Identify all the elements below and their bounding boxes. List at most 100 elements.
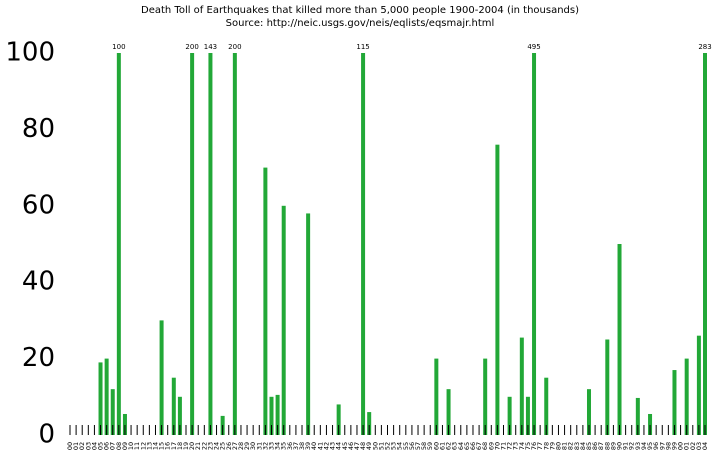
x-tick-label: 99 <box>670 442 678 450</box>
x-tick-label: 55 <box>402 442 410 450</box>
bar <box>263 167 268 435</box>
bar <box>104 358 109 435</box>
x-tick-label: 56 <box>408 442 416 450</box>
x-tick-label: 80 <box>554 442 562 450</box>
x-tick-label: 78 <box>542 442 550 450</box>
x-tick-label: 19 <box>182 442 190 450</box>
x-tick-label: 51 <box>377 442 385 450</box>
value-label: 115 <box>356 43 369 51</box>
x-tick-label: 75 <box>524 442 532 450</box>
bar <box>544 377 549 435</box>
x-tick-label: 21 <box>194 442 202 450</box>
x-tick-label: 25 <box>219 442 227 450</box>
x-tick-label: 96 <box>652 442 660 450</box>
x-tick-label: 83 <box>573 442 581 450</box>
x-tick-label: 32 <box>261 442 269 450</box>
bar <box>336 404 341 435</box>
bar <box>532 53 537 435</box>
x-tick-label: 00 <box>677 442 685 450</box>
x-tick-label: 46 <box>347 442 355 450</box>
x-tick-label: 10 <box>127 442 135 450</box>
value-label: 283 <box>698 43 711 51</box>
x-tick-label: 90 <box>616 442 624 450</box>
bar <box>122 413 127 435</box>
x-tick-label: 57 <box>414 442 422 450</box>
x-tick-label: 97 <box>658 442 666 450</box>
x-tick-label: 01 <box>72 442 80 450</box>
bar <box>159 320 164 435</box>
x-tick-label: 53 <box>390 442 398 450</box>
x-tick-label: 60 <box>432 442 440 450</box>
bars <box>98 53 707 435</box>
x-tick-label: 91 <box>622 442 630 450</box>
x-tick-label: 74 <box>518 442 526 450</box>
x-tick-label: 17 <box>170 442 178 450</box>
x-tick-label: 52 <box>384 442 392 450</box>
x-tick-label: 69 <box>487 442 495 450</box>
x-tick-label: 98 <box>664 442 672 450</box>
x-tick-label: 71 <box>500 442 508 450</box>
x-tick-label: 45 <box>341 442 349 450</box>
bar <box>361 53 366 435</box>
x-tick-label: 37 <box>292 442 300 450</box>
x-tick-label: 94 <box>640 442 648 450</box>
value-label: 200 <box>185 43 198 51</box>
x-tick-label: 28 <box>237 442 245 450</box>
bar <box>98 362 103 435</box>
bar <box>617 244 622 435</box>
x-tick-label: 62 <box>445 442 453 450</box>
bar <box>507 396 512 435</box>
bar <box>434 358 439 435</box>
bar <box>306 213 311 435</box>
x-tick-label: 26 <box>225 442 233 450</box>
bar <box>703 53 707 435</box>
x-tick-label: 88 <box>603 442 611 450</box>
x-tick-label: 66 <box>469 442 477 450</box>
x-tick-label: 49 <box>365 442 373 450</box>
bar <box>696 335 701 435</box>
bar <box>684 358 689 435</box>
bar <box>190 53 195 435</box>
x-tick-label: 00 <box>66 442 74 450</box>
x-tick-label: 85 <box>585 442 593 450</box>
y-tick-label: 100 <box>5 38 55 68</box>
value-label: 495 <box>527 43 540 51</box>
x-tick-label: 22 <box>200 442 208 450</box>
x-tick-label: 87 <box>597 442 605 450</box>
x-tick-label: 02 <box>78 442 86 450</box>
x-tick-label: 13 <box>145 442 153 450</box>
x-tick-label: 24 <box>213 442 221 450</box>
x-tick-label: 39 <box>304 442 312 450</box>
x-tick-label: 70 <box>493 442 501 450</box>
x-tick-label: 86 <box>591 442 599 450</box>
x-tick-label: 40 <box>310 442 318 450</box>
bar <box>605 339 610 435</box>
x-tick-label: 81 <box>561 442 569 450</box>
x-tick-label: 68 <box>481 442 489 450</box>
x-tick-label: 27 <box>231 442 239 450</box>
bar <box>171 377 176 435</box>
y-tick-label: 0 <box>38 420 55 450</box>
x-tick-label: 79 <box>548 442 556 450</box>
value-label: 143 <box>204 43 217 51</box>
x-tick-label: 02 <box>689 442 697 450</box>
x-tick-label: 38 <box>298 442 306 450</box>
chart-title: Death Toll of Earthquakes that killed mo… <box>141 5 579 16</box>
x-tick-label: 06 <box>103 442 111 450</box>
x-tick-label: 07 <box>109 442 117 450</box>
x-tick-label: 89 <box>609 442 617 450</box>
x-tick-label: 04 <box>90 442 98 450</box>
x-tick-label: 63 <box>451 442 459 450</box>
x-tick-label: 12 <box>139 442 147 450</box>
bar <box>483 358 488 435</box>
x-tick-label: 33 <box>267 442 275 450</box>
bar <box>672 370 677 435</box>
x-tick-label: 77 <box>536 442 544 450</box>
bar <box>269 396 274 435</box>
bar <box>519 337 524 435</box>
bar <box>281 205 286 435</box>
x-tick-label: 50 <box>371 442 379 450</box>
x-tick-label: 15 <box>158 442 166 450</box>
value-label: 200 <box>228 43 241 51</box>
